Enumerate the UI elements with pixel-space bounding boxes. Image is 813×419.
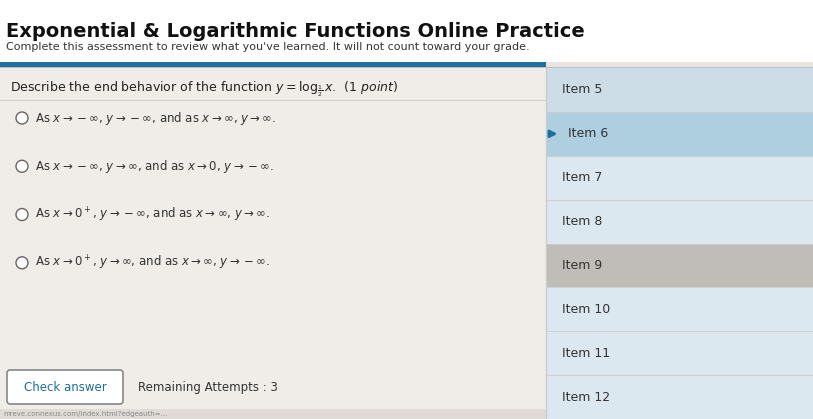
Circle shape: [16, 160, 28, 172]
Bar: [0, 409, 813, 419]
Bar: [546, 68, 813, 112]
Bar: [0, 68, 546, 419]
Text: Item 6: Item 6: [568, 127, 609, 140]
Bar: [0, 62, 546, 67]
Text: Check answer: Check answer: [24, 380, 107, 393]
Text: Item 11: Item 11: [563, 347, 611, 360]
Text: Item 5: Item 5: [563, 83, 602, 96]
Text: Item 8: Item 8: [563, 215, 602, 228]
Text: As $x \rightarrow 0^+$, $y \rightarrow -\infty$, and as $x \rightarrow \infty$, : As $x \rightarrow 0^+$, $y \rightarrow -…: [35, 205, 270, 224]
Text: Complete this assessment to review what you've learned. It will not count toward: Complete this assessment to review what …: [6, 42, 529, 52]
Circle shape: [16, 209, 28, 220]
Bar: [0, 67, 813, 68]
Text: As $x \rightarrow 0^+$, $y \rightarrow \infty$, and as $x \rightarrow \infty$, $: As $x \rightarrow 0^+$, $y \rightarrow \…: [35, 253, 270, 272]
Text: Item 9: Item 9: [563, 259, 602, 272]
Bar: [0, 0, 813, 62]
Bar: [546, 112, 813, 156]
Text: Item 12: Item 12: [563, 391, 611, 403]
FancyBboxPatch shape: [7, 370, 123, 404]
Text: Item 10: Item 10: [563, 303, 611, 316]
Circle shape: [16, 257, 28, 269]
Text: As $x \rightarrow -\infty$, $y \rightarrow \infty$, and as $x \rightarrow 0$, $y: As $x \rightarrow -\infty$, $y \rightarr…: [35, 158, 274, 175]
Bar: [546, 243, 813, 287]
Text: Item 7: Item 7: [563, 171, 602, 184]
Bar: [546, 199, 813, 243]
Text: Describe the end behavior of the function $y = \log_{\frac{1}{2}}x$.  $\it{(1\ p: Describe the end behavior of the functio…: [10, 80, 398, 99]
Bar: [546, 287, 813, 331]
Text: Remaining Attempts : 3: Remaining Attempts : 3: [138, 380, 278, 393]
Bar: [546, 331, 813, 375]
Bar: [546, 156, 813, 199]
Text: mreve.connexus.com/index.html?edgeauth=...: mreve.connexus.com/index.html?edgeauth=.…: [3, 411, 167, 417]
Text: As $x \rightarrow -\infty$, $y \rightarrow -\infty$, and as $x \rightarrow \inft: As $x \rightarrow -\infty$, $y \rightarr…: [35, 109, 276, 127]
Circle shape: [16, 112, 28, 124]
Text: Exponential & Logarithmic Functions Online Practice: Exponential & Logarithmic Functions Onli…: [6, 22, 585, 41]
Bar: [546, 375, 813, 419]
